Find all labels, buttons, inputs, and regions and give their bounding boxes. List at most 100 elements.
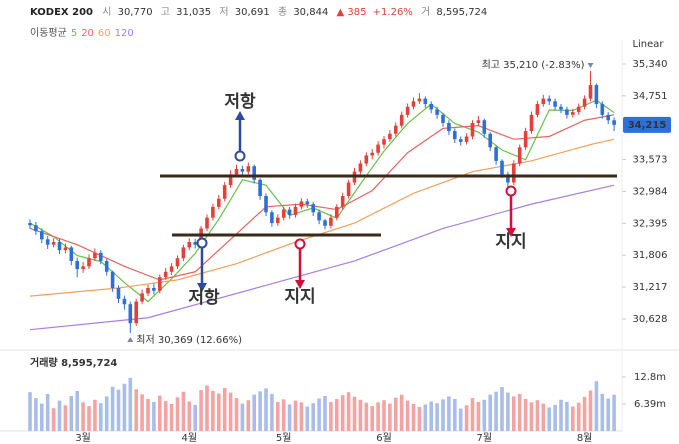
- candle-body: [512, 163, 516, 183]
- volume-bar: [81, 402, 85, 431]
- candle-body: [152, 287, 156, 291]
- volume-bar: [411, 404, 416, 431]
- candle-body: [175, 258, 180, 267]
- candle-body: [458, 139, 463, 142]
- candle-body: [146, 287, 150, 294]
- volume-bar: [175, 397, 180, 431]
- candle-body: [346, 182, 351, 197]
- ticker: KODEX 200: [30, 7, 93, 18]
- volume-bar: [63, 405, 68, 431]
- volume-y-tick-label: 12.8m: [634, 372, 666, 383]
- volume-bar: [506, 392, 510, 431]
- candle-body: [99, 252, 103, 261]
- volume-bar: [417, 406, 422, 431]
- volume-bar: [512, 396, 516, 431]
- volume-bar: [104, 396, 109, 431]
- candle-body: [158, 277, 162, 291]
- volume-bar: [612, 394, 616, 431]
- candle-body: [169, 266, 174, 272]
- volume-bar: [264, 388, 268, 431]
- candle-body: [547, 98, 551, 102]
- current-price-box: [623, 116, 671, 133]
- candle-body: [122, 298, 127, 305]
- high-value: 31,035: [176, 7, 211, 18]
- candle-body: [264, 196, 268, 213]
- volume-value: 8,595,724: [436, 7, 487, 18]
- volume-bar: [187, 401, 192, 431]
- candle-body: [93, 252, 97, 259]
- volume-bar: [470, 398, 475, 431]
- candle-body: [323, 220, 327, 226]
- volume-label: 거: [421, 6, 430, 18]
- volume-bar: [488, 394, 492, 431]
- x-tick-label: 3월: [75, 432, 91, 444]
- candle-body: [411, 101, 416, 107]
- candle-body: [51, 242, 56, 245]
- candle-body: [287, 209, 292, 215]
- volume-bar: [169, 404, 174, 431]
- candle-body: [217, 198, 221, 207]
- volume-bar: [163, 401, 168, 431]
- annotation-label: 지지: [284, 287, 315, 307]
- volume-bar: [45, 393, 50, 431]
- candle-body: [612, 120, 616, 125]
- candle-body: [494, 147, 498, 161]
- volume-bar: [388, 403, 392, 431]
- candle-body: [63, 247, 68, 251]
- candle-body: [376, 144, 380, 153]
- volume-bar: [370, 406, 374, 431]
- candle-body: [187, 242, 192, 248]
- arrow-origin: [196, 237, 208, 249]
- volume-bar: [559, 399, 563, 431]
- candle-body: [394, 125, 398, 134]
- candle-body: [240, 168, 245, 172]
- candle-body: [606, 114, 610, 121]
- candle-body: [305, 201, 310, 205]
- volume-bar: [158, 395, 162, 431]
- moving-average: [29, 184, 615, 331]
- candle-body: [358, 163, 363, 172]
- candle-body: [529, 114, 534, 132]
- volume-bar: [134, 389, 138, 431]
- volume-bar: [464, 405, 469, 431]
- candle-body: [281, 209, 286, 218]
- ma-legend-item: 20: [81, 28, 94, 39]
- volume-bar: [246, 400, 251, 431]
- volume-bar: [93, 399, 97, 431]
- volume-bar: [276, 401, 280, 431]
- candle-body: [488, 133, 492, 148]
- candle-body: [423, 98, 428, 105]
- volume-bar: [352, 396, 357, 431]
- volume-bar: [535, 400, 540, 431]
- volume-bar: [51, 408, 56, 431]
- volume-bar: [146, 398, 150, 431]
- volume-bar: [346, 392, 351, 431]
- candle-body: [104, 260, 109, 272]
- volume-bar: [529, 402, 534, 431]
- annotation-label: 저항: [188, 287, 220, 308]
- y-tick-label: 31,217: [633, 282, 668, 293]
- candle-body: [429, 104, 433, 110]
- candle-body: [134, 301, 138, 324]
- candle-body: [128, 304, 133, 324]
- y-tick-label: 31,806: [633, 250, 668, 261]
- volume-bar: [547, 407, 551, 431]
- volume-bar: [565, 401, 569, 431]
- candle-body: [205, 217, 209, 229]
- volume-bar: [40, 403, 44, 431]
- ma-legend-item: 120: [115, 28, 134, 39]
- volume-bar: [28, 392, 32, 431]
- x-tick-label: 4월: [182, 432, 198, 444]
- volume-bar: [541, 403, 546, 431]
- volume-bar: [122, 383, 127, 431]
- volume-bar: [193, 404, 197, 431]
- volume-bar: [494, 391, 498, 431]
- volume-bar: [429, 401, 433, 431]
- volume-bar: [305, 406, 310, 431]
- candle-body: [57, 242, 62, 251]
- y-tick-label: 33,573: [633, 155, 668, 166]
- volume-bar: [476, 401, 481, 431]
- candle-body: [335, 206, 339, 218]
- volume-bar: [217, 393, 221, 431]
- volume-bar: [405, 400, 410, 431]
